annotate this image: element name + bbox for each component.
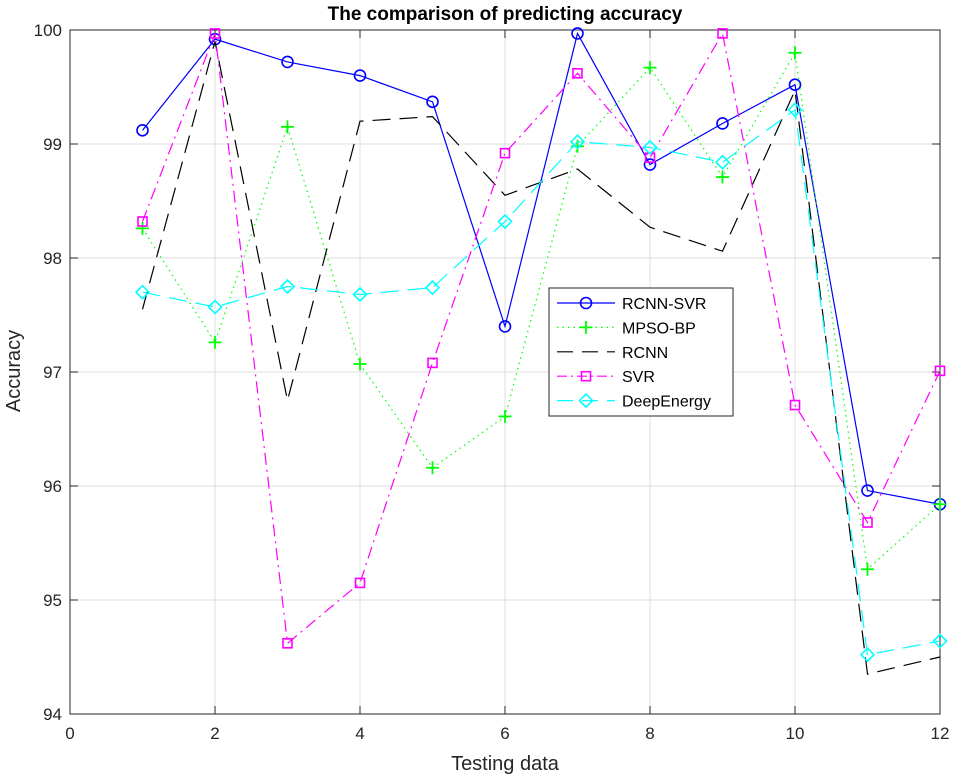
legend-label: RCNN-SVR <box>622 296 706 313</box>
legend-entry: RCNN-SVR <box>557 296 706 313</box>
data-point <box>426 95 439 109</box>
data-point <box>572 68 583 79</box>
x-axis-label: Testing data <box>451 753 560 775</box>
tick-labels: 0 2 4 6 8 10 12 94 95 96 97 98 99 100 <box>34 21 950 743</box>
data-point <box>498 320 512 333</box>
data-point <box>281 120 294 134</box>
series-line <box>141 41 941 675</box>
data-point <box>714 154 731 170</box>
series-deepenergy <box>134 102 948 663</box>
data-point <box>569 134 586 150</box>
data-point <box>426 461 439 475</box>
data-point <box>499 147 511 159</box>
x-tick-label: 4 <box>355 724 364 743</box>
data-point <box>787 102 803 118</box>
y-tick-label: 100 <box>34 21 62 40</box>
data-point <box>498 409 512 423</box>
series-line <box>141 51 941 571</box>
y-tick-label: 98 <box>43 249 62 268</box>
legend-label: SVR <box>622 369 655 386</box>
series-rcnn-svr <box>136 27 947 511</box>
data-point <box>353 357 367 371</box>
data-point <box>136 221 149 235</box>
data-point <box>208 335 222 349</box>
data-point <box>642 139 658 156</box>
legend-box <box>548 287 734 417</box>
data-point <box>643 158 657 171</box>
x-tick-label: 2 <box>210 724 219 743</box>
legend-entry: SVR <box>557 369 655 386</box>
data-point <box>934 365 946 377</box>
x-tick-label: 0 <box>65 724 74 743</box>
data-point <box>279 278 296 295</box>
legend-label: RCNN <box>622 345 668 362</box>
legend-marker <box>579 296 593 310</box>
data-point <box>281 55 294 69</box>
legend-marker <box>579 320 593 334</box>
y-tick-label: 99 <box>43 135 62 154</box>
legend-entry: DeepEnergy <box>557 392 711 411</box>
data-point <box>933 497 947 511</box>
data-point <box>137 216 148 227</box>
x-tick-label: 6 <box>500 724 509 743</box>
legend: RCNN-SVR MPSO-BP RCNN SVR DeepEnergy <box>548 287 734 417</box>
series-line <box>142 108 941 656</box>
data-point <box>861 484 874 497</box>
legend-entry: RCNN <box>557 345 668 362</box>
data-point <box>862 517 873 528</box>
series-mpso-bp <box>136 46 947 576</box>
data-point <box>571 27 584 40</box>
x-tick-label: 10 <box>786 724 805 743</box>
legend-label: DeepEnergy <box>622 394 711 411</box>
data-point <box>136 124 149 137</box>
y-axis-label: Accuracy <box>3 330 25 412</box>
data-point <box>789 399 801 411</box>
data-point <box>716 117 729 130</box>
y-tick-label: 97 <box>43 363 62 382</box>
data-point <box>497 213 513 230</box>
data-point <box>134 284 151 300</box>
data-point <box>209 28 221 39</box>
data-point <box>859 647 876 663</box>
data-point <box>424 280 441 296</box>
y-tick-label: 94 <box>43 705 62 724</box>
data-point <box>788 78 802 92</box>
data-point <box>354 577 366 589</box>
legend-marker <box>580 370 592 382</box>
data-point <box>788 46 802 60</box>
series-group <box>134 27 948 675</box>
data-point <box>282 638 293 649</box>
legend-marker <box>578 392 594 409</box>
data-point <box>643 61 657 75</box>
x-tick-label: 12 <box>931 724 950 743</box>
legend-label: MPSO-BP <box>622 320 696 337</box>
legend-entry: MPSO-BP <box>557 320 696 337</box>
y-tick-label: 95 <box>43 591 62 610</box>
chart-title: The comparison of predicting accuracy <box>328 4 683 25</box>
data-point <box>352 286 368 303</box>
series-svr <box>137 28 946 649</box>
x-tick-label: 8 <box>645 724 654 743</box>
data-point <box>353 69 367 82</box>
grid <box>69 29 941 715</box>
series-rcnn <box>141 41 941 675</box>
data-point <box>716 170 729 184</box>
data-point <box>207 299 223 315</box>
data-point <box>427 357 438 369</box>
y-tick-label: 96 <box>43 477 62 496</box>
series-line <box>141 31 941 645</box>
data-point <box>717 28 728 39</box>
data-point <box>932 633 948 649</box>
data-point <box>861 562 874 576</box>
series-line <box>142 31 941 505</box>
